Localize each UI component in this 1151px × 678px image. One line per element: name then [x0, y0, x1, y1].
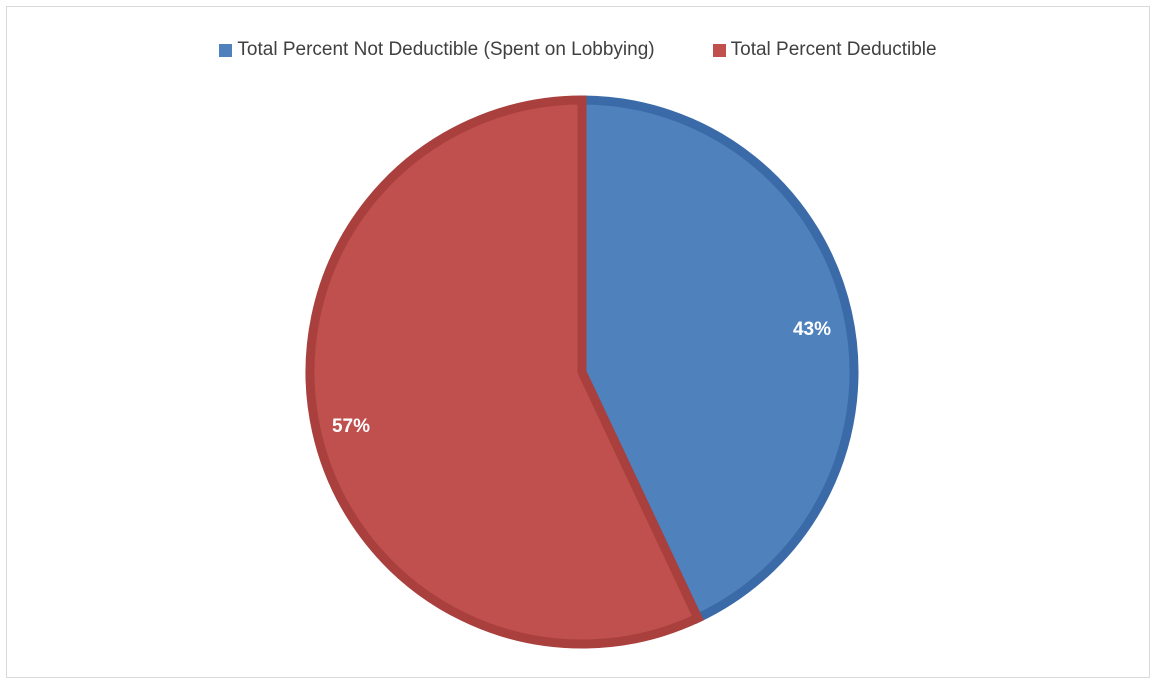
legend-item-deductible: Total Percent Deductible — [712, 39, 937, 61]
data-label-not-deductible: 43% — [793, 319, 831, 340]
legend: Total Percent Not Deductible (Spent on L… — [7, 39, 1149, 61]
legend-swatch-not-deductible — [219, 43, 233, 57]
data-label-deductible: 57% — [332, 416, 370, 437]
pie-slice-not-deductible — [577, 95, 859, 625]
pie-slice-deductible — [305, 95, 704, 649]
legend-swatch-deductible — [712, 43, 726, 57]
legend-label-not-deductible: Total Percent Not Deductible (Spent on L… — [237, 39, 655, 60]
legend-item-not-deductible: Total Percent Not Deductible (Spent on L… — [219, 39, 655, 61]
legend-label-deductible: Total Percent Deductible — [730, 39, 937, 60]
